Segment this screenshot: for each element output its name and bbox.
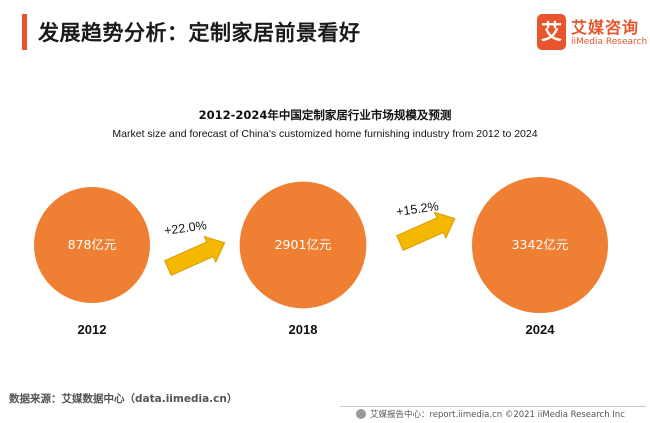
bubble-2012 xyxy=(34,187,150,303)
bubble-2018 xyxy=(239,181,367,309)
value-label-2018: 2901亿元 xyxy=(275,237,332,252)
report-center-icon xyxy=(356,409,366,419)
brand-logo[interactable]: 艾 艾媒咨询 iiMedia Research xyxy=(537,14,647,52)
logo-name-cn: 艾媒咨询 xyxy=(571,18,640,37)
value-label-2012: 878亿元 xyxy=(68,237,117,252)
chart-subtitle: Market size and forecast of China's cust… xyxy=(112,128,538,140)
growth-arrow-2 xyxy=(396,211,456,251)
growth-label-2: +15.2% xyxy=(395,199,439,219)
logo-mark-icon: 艾 xyxy=(537,14,566,50)
category-label-2018: 2018 xyxy=(289,322,318,337)
growth-arrow-1 xyxy=(164,235,226,276)
growth-label-1: +22.0% xyxy=(163,218,207,238)
page-title: 发展趋势分析：定制家居前景看好 xyxy=(38,21,361,45)
value-label-2024: 3342亿元 xyxy=(512,237,569,252)
chart-title: 2012-2024年中国定制家居行业市场规模及预测 xyxy=(198,108,452,122)
logo-name-en: iiMedia Research xyxy=(571,37,648,47)
category-label-2024: 2024 xyxy=(526,322,556,337)
data-source: 数据来源：艾媒数据中心（data.iimedia.cn） xyxy=(9,393,238,405)
footer-copyright: 艾媒报告中心：report.iimedia.cn ©2021 iiMedia R… xyxy=(370,410,625,420)
bubble-2024 xyxy=(472,177,608,313)
footer-divider xyxy=(340,406,646,407)
category-label-2012: 2012 xyxy=(78,322,107,337)
title-accent-bar xyxy=(22,14,27,50)
